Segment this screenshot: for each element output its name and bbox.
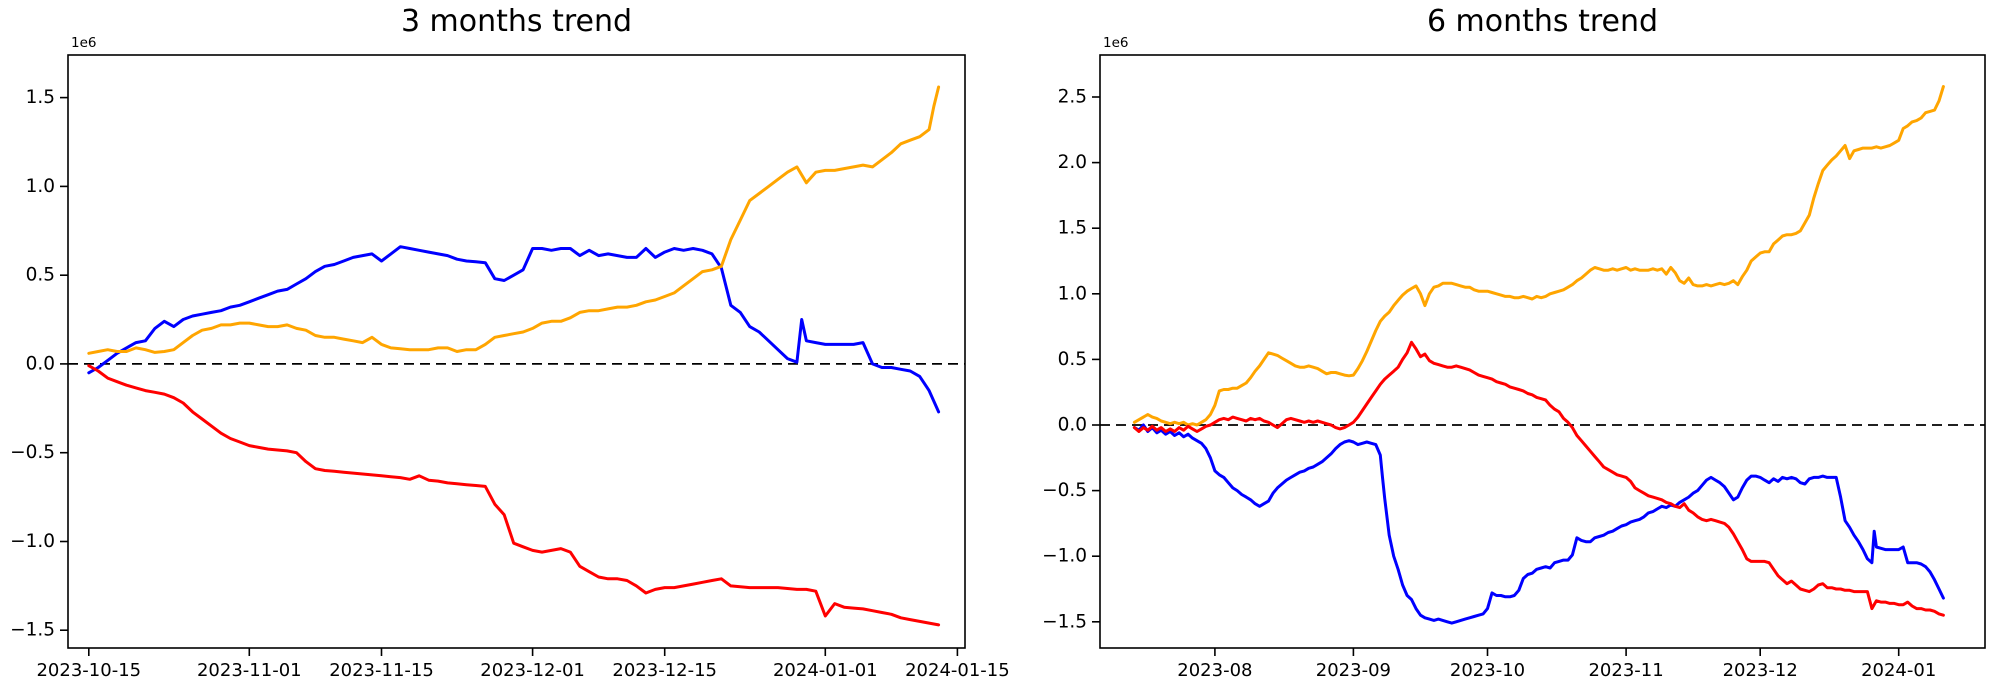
axes-box	[67, 54, 966, 649]
series-line-orange	[1132, 85, 1945, 427]
y-tick-label: −0.5	[10, 442, 55, 463]
y-tick-label: 1.0	[1058, 283, 1087, 304]
axes-box	[1099, 54, 1986, 649]
x-tick-label: 2023-11-15	[329, 660, 434, 681]
series-line-red	[1132, 340, 1945, 617]
y-tick-label: −1.0	[1042, 546, 1087, 567]
x-tick-label: 2023-09	[1316, 660, 1391, 681]
y-tick-label: 1.5	[26, 87, 55, 108]
y-tick-label: −1.5	[1042, 611, 1087, 632]
x-tick-label: 2023-11-01	[197, 660, 302, 681]
y-tick-label: 2.0	[1058, 152, 1087, 173]
y-tick-label: 0.5	[26, 265, 55, 286]
y-tick-label: −1.0	[10, 531, 55, 552]
x-tick-label: 2023-08	[1177, 660, 1252, 681]
series-line-blue	[87, 245, 941, 414]
y-tick-label: −0.5	[1042, 480, 1087, 501]
y-tick-label: 1.5	[1058, 218, 1087, 239]
y-tick-label: 0.0	[1058, 415, 1087, 436]
y-tick-label: 1.0	[26, 176, 55, 197]
series-line-orange	[87, 85, 941, 355]
x-tick-label: 2024-01-01	[773, 660, 878, 681]
y-tick-label: 0.0	[26, 353, 55, 374]
x-tick-label: 2023-10-15	[36, 660, 141, 681]
y-axis-offset-label: 1e6	[1103, 35, 1128, 51]
series-line-blue	[1132, 423, 1945, 625]
chart-title-6-months: 6 months trend	[1426, 4, 1659, 39]
x-tick-label: 2024-01	[1861, 660, 1936, 681]
x-tick-label: 2023-10	[1450, 660, 1525, 681]
x-tick-label: 2024-01-15	[905, 660, 1010, 681]
x-tick-label: 2023-12-15	[612, 660, 717, 681]
x-tick-label: 2023-12	[1723, 660, 1798, 681]
y-tick-label: −1.5	[10, 620, 55, 641]
series-line-red	[87, 364, 941, 627]
x-tick-label: 2023-11	[1588, 660, 1663, 681]
y-tick-label: 2.5	[1058, 87, 1087, 108]
y-tick-label: 0.5	[1058, 349, 1087, 370]
chart-title-3-months: 3 months trend	[400, 4, 633, 39]
y-axis-offset-label: 1e6	[71, 35, 96, 51]
x-tick-label: 2023-12-01	[480, 660, 585, 681]
